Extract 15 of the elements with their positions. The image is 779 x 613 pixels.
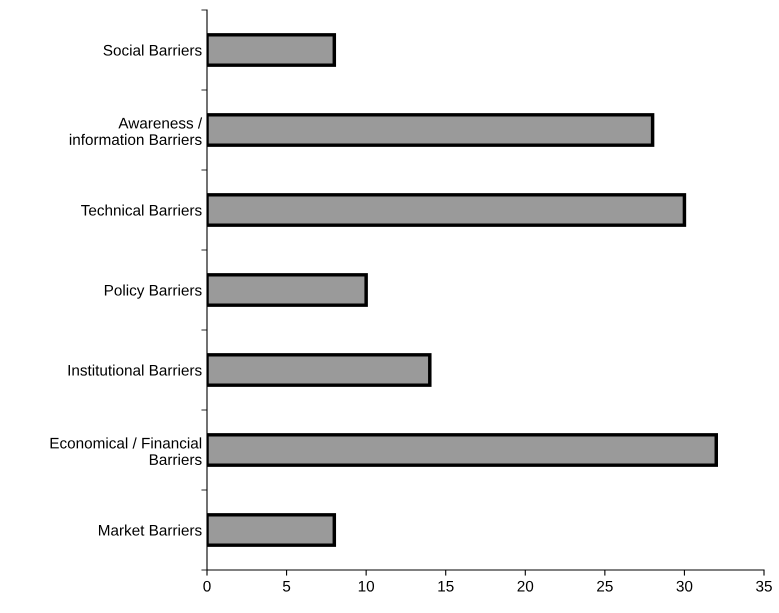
y-tick-label: Social Barriers	[104, 44, 202, 56]
x-tick-label: 5	[282, 580, 290, 592]
x-tick-label: 30	[676, 580, 692, 592]
x-tick-label: 35	[756, 580, 772, 592]
y-tick-label: Market Barriers	[98, 524, 202, 536]
y-tick-label: Awareness / information Barriers	[70, 117, 202, 146]
x-tick-label: 25	[597, 580, 613, 592]
x-tick-label: 20	[518, 580, 534, 592]
y-tick-label: Economical / Financial Barriers	[50, 437, 202, 466]
y-tick-label: Institutional Barriers	[68, 364, 202, 376]
y-tick-label: Technical Barriers	[81, 204, 202, 216]
x-tick-label: 0	[203, 580, 211, 592]
x-tick-label: 15	[438, 580, 454, 592]
y-tick-label: Policy Barriers	[104, 284, 202, 299]
x-tick-label: 10	[358, 580, 374, 592]
